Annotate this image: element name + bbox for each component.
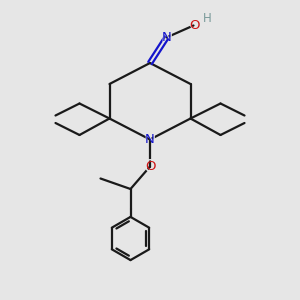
Text: O: O [188,16,202,34]
Text: N: N [144,130,156,148]
Text: H: H [202,11,211,25]
Text: N: N [145,133,155,146]
Text: N: N [162,31,171,44]
Text: O: O [190,19,200,32]
Text: O: O [145,160,155,173]
Text: N: N [160,28,173,46]
Text: O: O [143,158,157,175]
